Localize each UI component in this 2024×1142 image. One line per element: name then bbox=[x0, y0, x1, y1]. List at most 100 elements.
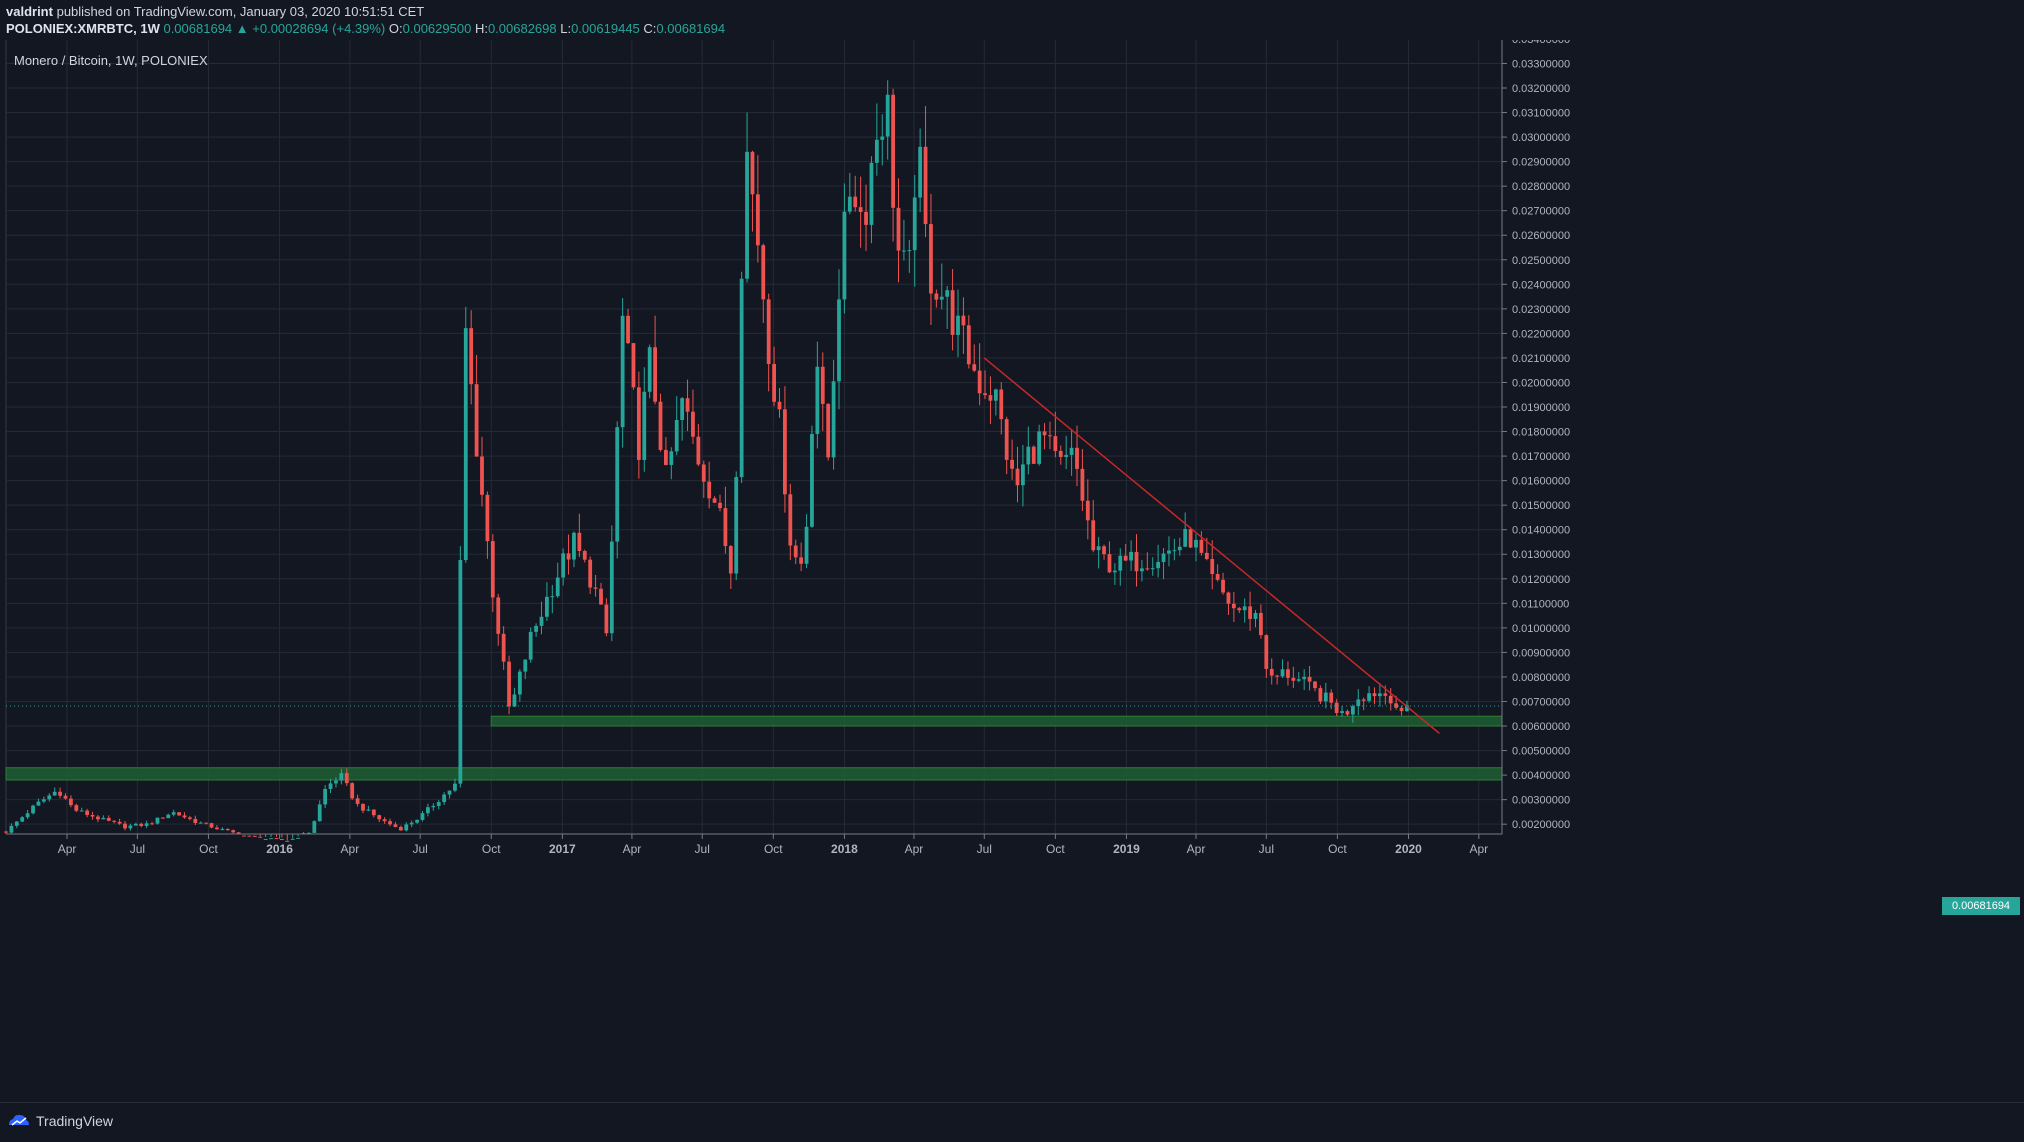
y-tick-label: 0.00800000 bbox=[1512, 672, 1570, 684]
candle-body bbox=[236, 832, 241, 834]
candle-body bbox=[647, 347, 652, 392]
candle-body bbox=[144, 823, 149, 826]
candle-body bbox=[912, 197, 917, 251]
candle-body bbox=[631, 343, 636, 388]
candle-body bbox=[593, 587, 598, 589]
candle-body bbox=[1334, 702, 1339, 713]
x-tick-label: Jul bbox=[413, 842, 428, 856]
candle-body bbox=[1405, 705, 1409, 712]
candle-body bbox=[718, 502, 722, 509]
candle-body bbox=[1010, 459, 1014, 469]
y-tick-label: 0.00500000 bbox=[1512, 746, 1570, 758]
y-tick-label: 0.00200000 bbox=[1512, 819, 1570, 831]
x-tick-label: Apr bbox=[58, 842, 77, 856]
candle-body bbox=[837, 299, 841, 382]
candle-body bbox=[810, 433, 814, 527]
candle-body bbox=[431, 805, 436, 808]
candle-body bbox=[701, 464, 706, 482]
candle-body bbox=[106, 817, 111, 821]
candle-body bbox=[517, 671, 522, 695]
candle-body bbox=[1242, 606, 1247, 611]
candle-body bbox=[847, 196, 852, 212]
candle-body bbox=[1291, 677, 1296, 681]
x-tick-label: Apr bbox=[1187, 842, 1206, 856]
candle-body bbox=[231, 830, 236, 833]
candle-body bbox=[1215, 574, 1220, 580]
candle-body bbox=[258, 836, 263, 838]
publish-text: published on TradingView.com, January 03… bbox=[56, 4, 425, 19]
time-axis[interactable]: Apr Jul Oct 2016 Apr Jul Oct 2017 Apr Jul Oct 2018 A… bbox=[6, 833, 1502, 856]
candle-body bbox=[869, 162, 874, 225]
candle-body bbox=[361, 803, 365, 811]
x-tick-label: Apr bbox=[623, 842, 642, 856]
candle-body bbox=[4, 831, 8, 833]
candle-body bbox=[485, 494, 490, 542]
y-tick-label: 0.00600000 bbox=[1512, 721, 1570, 733]
candle-body bbox=[572, 532, 576, 560]
candle-body bbox=[636, 387, 641, 460]
candle-body bbox=[680, 398, 685, 420]
candle-body bbox=[772, 363, 776, 402]
candle-body bbox=[1383, 693, 1388, 696]
candle-body bbox=[339, 773, 344, 781]
candle-body bbox=[609, 541, 614, 634]
candle-body bbox=[1264, 635, 1269, 669]
y-tick-label: 0.01500000 bbox=[1512, 500, 1570, 512]
tradingview-brand[interactable]: TradingView bbox=[8, 1113, 113, 1129]
candle-body bbox=[761, 245, 766, 300]
candle-body bbox=[90, 814, 95, 817]
candle-body bbox=[204, 822, 209, 824]
candle-body bbox=[79, 810, 84, 812]
candle-body bbox=[674, 419, 679, 452]
chart-footer: TradingView bbox=[0, 1102, 2024, 1142]
candle-body bbox=[388, 821, 392, 825]
candle-body bbox=[988, 395, 993, 401]
candle-body bbox=[853, 196, 858, 208]
candle-body bbox=[561, 553, 566, 578]
x-tick-label: Apr bbox=[905, 842, 924, 856]
candle-body bbox=[961, 315, 966, 326]
y-tick-label: 0.02200000 bbox=[1512, 328, 1570, 340]
candle-body bbox=[880, 136, 885, 140]
candle-body bbox=[712, 498, 717, 503]
candle-body bbox=[398, 826, 403, 831]
pane-title: Monero / Bitcoin, 1W, POLONIEX bbox=[14, 53, 208, 68]
price-axis[interactable]: 0.00200000 0.00300000 0.00400000 0.00500000… bbox=[1501, 34, 1570, 834]
candle-body bbox=[934, 293, 939, 300]
candle-body bbox=[566, 553, 571, 560]
candle-body bbox=[139, 823, 144, 826]
x-tick-label: 2020 bbox=[1395, 842, 1422, 856]
candle-body bbox=[1307, 676, 1312, 682]
x-tick-label: Jul bbox=[977, 842, 992, 856]
candle-body bbox=[550, 596, 555, 598]
chart-overlay bbox=[6, 357, 1502, 734]
candle-body bbox=[436, 802, 441, 806]
y-tick-label: 0.02500000 bbox=[1512, 255, 1570, 267]
candle-body bbox=[350, 783, 355, 799]
candle-body bbox=[209, 823, 214, 828]
candle-body bbox=[166, 814, 171, 819]
candle-body bbox=[1221, 579, 1225, 593]
candle-body bbox=[815, 366, 820, 434]
close-label: C: bbox=[643, 21, 657, 36]
candle-body bbox=[777, 401, 782, 410]
candle-body bbox=[177, 812, 181, 816]
candle-body bbox=[31, 805, 35, 814]
candle-body bbox=[328, 783, 333, 789]
author-name[interactable]: valdrint bbox=[6, 4, 53, 19]
candle-body bbox=[669, 451, 674, 465]
candle-body bbox=[355, 798, 360, 804]
candle-body bbox=[393, 824, 398, 827]
candle-body bbox=[252, 835, 257, 837]
candle-body bbox=[950, 290, 955, 335]
candle-body bbox=[1259, 612, 1263, 636]
symbol-label[interactable]: POLONIEX:XMRBTC, 1W bbox=[6, 21, 160, 36]
y-tick-label: 0.01700000 bbox=[1512, 451, 1570, 463]
candle-body bbox=[1080, 468, 1085, 501]
candle-body bbox=[47, 795, 52, 800]
candle-body bbox=[36, 801, 41, 806]
candle-body bbox=[604, 604, 609, 634]
candle-body bbox=[1296, 679, 1301, 681]
candle-body bbox=[653, 347, 657, 402]
